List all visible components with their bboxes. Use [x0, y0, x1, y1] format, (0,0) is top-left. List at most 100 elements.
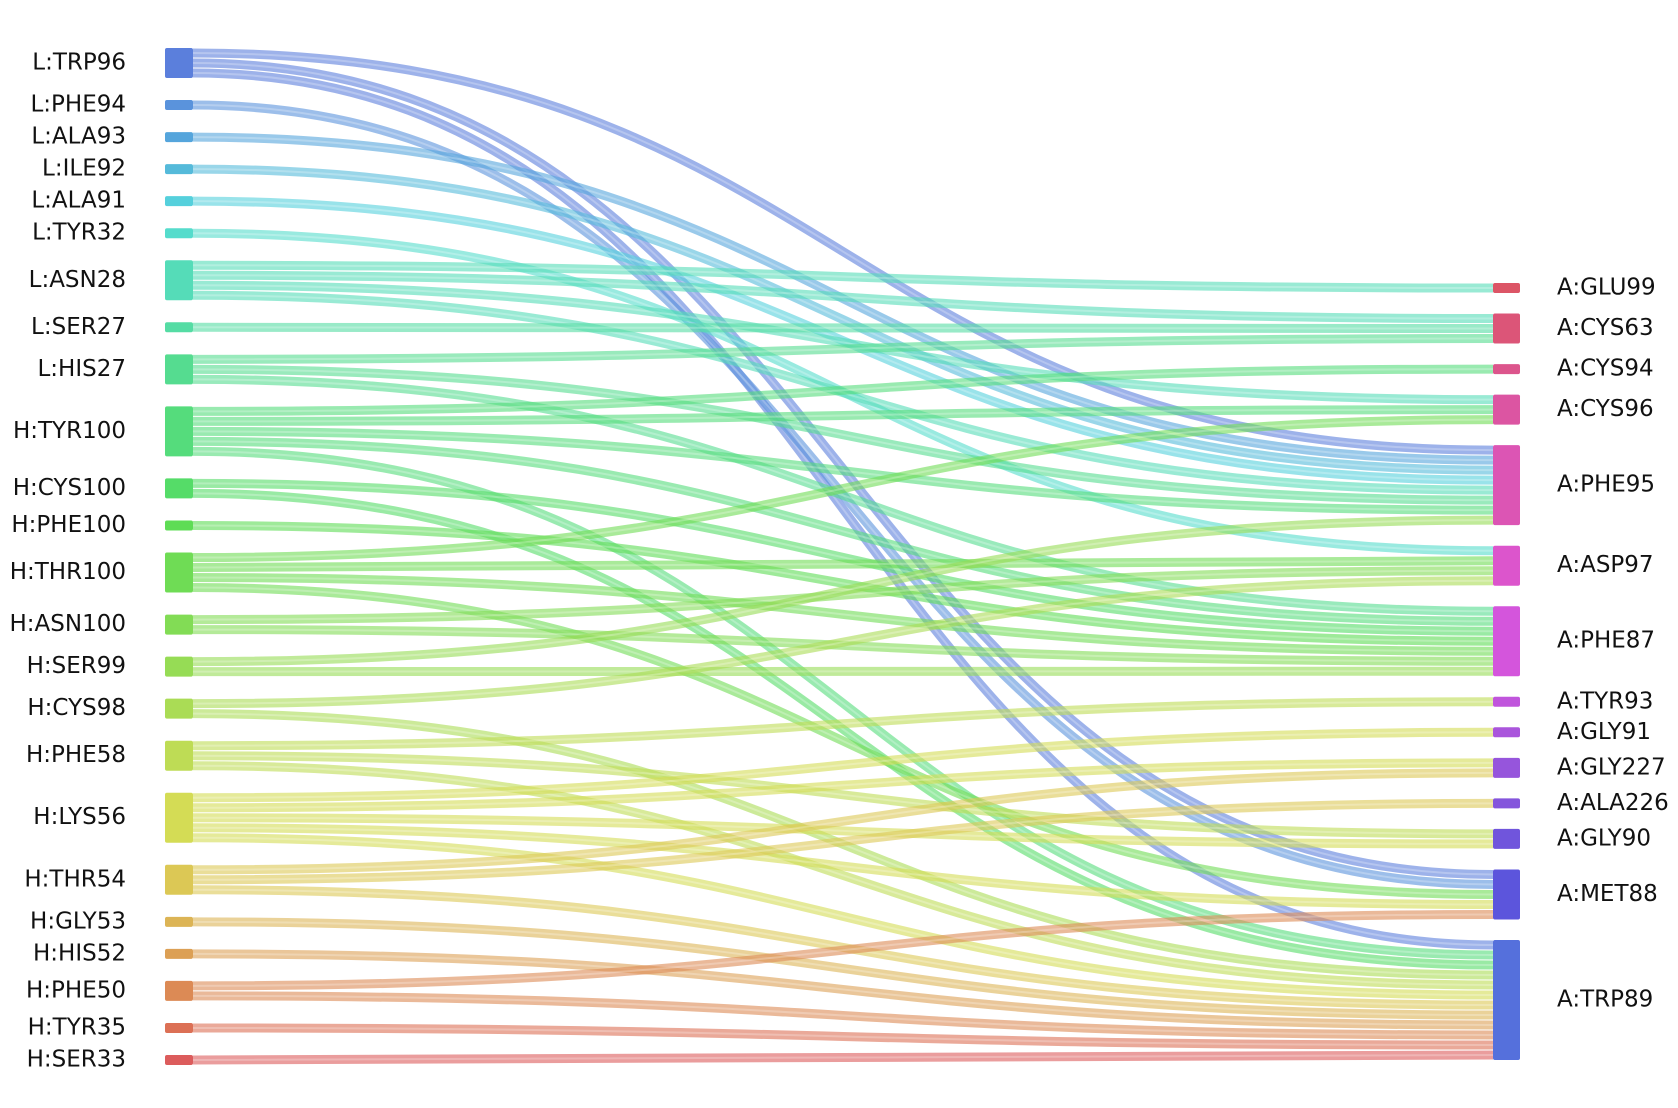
- source-label: H:GLY53: [30, 908, 126, 934]
- target-label: A:CYS94: [1557, 356, 1654, 382]
- link: [192, 68, 1494, 950]
- target-node: [1493, 828, 1520, 849]
- link: [192, 917, 1494, 1020]
- link: [192, 520, 1494, 646]
- link-highlight: [192, 576, 1494, 653]
- source-label: H:SER33: [27, 1047, 126, 1073]
- link-highlight: [192, 524, 1494, 643]
- link-highlight: [192, 700, 1494, 747]
- link-highlight: [192, 326, 1494, 330]
- source-label: L:ASN28: [29, 267, 126, 293]
- nodes: L:TRP96 L:PHE94 L:ALA93 L:ILE92 L:ALA91 L:TYR…: [10, 48, 1669, 1073]
- target-node: [1493, 445, 1520, 526]
- link: [192, 322, 1494, 334]
- link: [192, 697, 1494, 751]
- link-highlight: [192, 579, 1494, 705]
- link: [192, 260, 1494, 293]
- link-highlight: [192, 913, 1494, 987]
- link: [192, 727, 1494, 803]
- link-highlight: [192, 771, 1494, 871]
- target-label: A:MET88: [1557, 881, 1658, 907]
- link: [192, 573, 1494, 656]
- link-highlight: [192, 440, 1494, 623]
- link-highlight: [192, 952, 1494, 1026]
- source-label: H:PHE100: [11, 512, 126, 538]
- link: [192, 751, 1494, 839]
- source-label: H:LYS56: [33, 804, 126, 830]
- target-node: [1493, 940, 1520, 1060]
- source-label: H:THR54: [24, 866, 126, 892]
- target-label: A:GLY90: [1557, 825, 1651, 851]
- target-label: A:TRP89: [1557, 987, 1653, 1013]
- link-highlight: [192, 559, 1494, 569]
- link: [192, 813, 1494, 849]
- link: [192, 576, 1494, 709]
- link-highlight: [192, 274, 1494, 320]
- target-label: A:TYR93: [1557, 688, 1653, 714]
- link: [192, 768, 1494, 875]
- target-node: [1493, 364, 1520, 375]
- source-node: [165, 552, 193, 593]
- link-highlight: [192, 1054, 1494, 1061]
- link-highlight: [192, 430, 1494, 512]
- link-highlight: [192, 586, 1494, 896]
- target-node: [1493, 798, 1520, 809]
- source-node: [165, 792, 193, 843]
- source-label: H:THR100: [10, 559, 126, 585]
- target-label: A:GLY227: [1557, 754, 1666, 780]
- link-highlight: [192, 418, 1494, 559]
- source-node: [165, 260, 193, 301]
- source-label: L:SER27: [31, 314, 126, 340]
- link-highlight: [192, 450, 1494, 956]
- target-label: A:GLU99: [1557, 275, 1656, 301]
- source-label: H:HIS52: [33, 940, 126, 966]
- link: [192, 1050, 1494, 1065]
- link: [192, 164, 1494, 475]
- link-highlight: [192, 994, 1494, 1036]
- source-node: [165, 478, 193, 499]
- link: [192, 991, 1494, 1040]
- target-label: A:GLY91: [1557, 719, 1651, 745]
- source-node: [165, 864, 193, 895]
- link-highlight: [192, 920, 1494, 1016]
- link-highlight: [192, 378, 1494, 613]
- link-highlight: [192, 408, 1494, 423]
- link: [192, 949, 1494, 1030]
- link: [192, 405, 1494, 426]
- source-node: [165, 164, 193, 175]
- target-node: [1493, 869, 1520, 920]
- link-highlight: [192, 836, 1494, 996]
- source-node: [165, 520, 193, 531]
- source-label: H:CYS100: [13, 475, 126, 501]
- link: [192, 270, 1494, 324]
- target-label: A:PHE87: [1557, 628, 1655, 654]
- link: [192, 1023, 1494, 1050]
- target-label: A:PHE95: [1557, 472, 1655, 498]
- link: [192, 798, 1494, 885]
- link: [192, 364, 1494, 416]
- link: [192, 426, 1494, 515]
- link: [192, 364, 1494, 505]
- target-node: [1493, 727, 1520, 738]
- source-label: H:PHE50: [26, 977, 126, 1003]
- link-highlight: [192, 764, 1494, 986]
- source-label: L:HIS27: [37, 356, 126, 382]
- target-node: [1493, 696, 1520, 707]
- source-node: [165, 980, 193, 1001]
- link-highlight: [192, 1026, 1494, 1046]
- link: [192, 436, 1494, 626]
- target-node: [1493, 757, 1520, 778]
- source-node: [165, 740, 193, 771]
- source-node: [165, 406, 193, 457]
- link-highlight: [192, 826, 1494, 906]
- link: [192, 761, 1494, 990]
- link: [192, 758, 1494, 813]
- source-label: L:ALA93: [31, 124, 126, 150]
- link-highlight: [192, 802, 1494, 881]
- source-label: L:PHE94: [30, 92, 126, 118]
- link-highlight: [192, 337, 1494, 361]
- source-node: [165, 614, 193, 635]
- target-node: [1493, 313, 1520, 344]
- source-label: H:CYS98: [27, 695, 126, 721]
- link: [192, 488, 1494, 970]
